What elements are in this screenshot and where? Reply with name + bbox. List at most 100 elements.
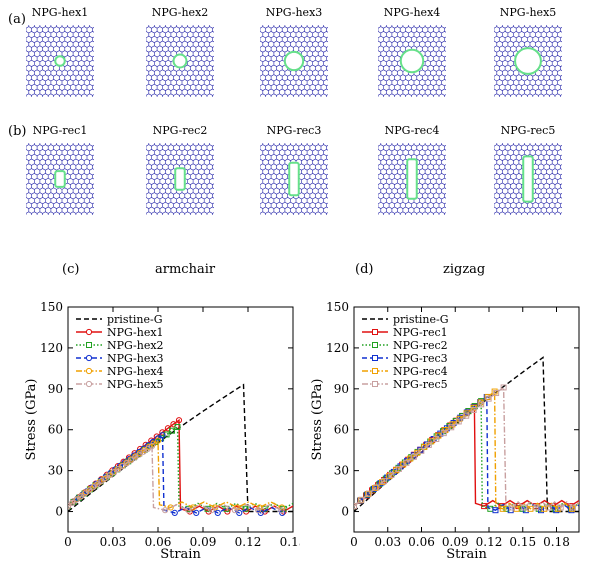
legend-marker xyxy=(85,354,93,362)
data-point-NPG-hex5 xyxy=(115,466,122,473)
data-point-NPG-rec4 xyxy=(379,479,386,486)
x-axis-label: Strain xyxy=(446,547,487,562)
data-point-NPG-hex5 xyxy=(144,445,151,453)
series-line-NPG-rec4 xyxy=(354,390,579,510)
data-point-NPG-hex5 xyxy=(94,481,101,488)
data-point-NPG-hex5 xyxy=(208,507,215,514)
data-point-NPG-hex5 xyxy=(185,507,192,514)
x-tick-label: 0.09 xyxy=(442,535,469,549)
rec-structure-2 xyxy=(146,143,214,215)
x-tick-label: 0 xyxy=(350,535,358,549)
data-point-NPG-hex5 xyxy=(162,507,169,514)
data-point-NPG-rec5 xyxy=(373,484,380,491)
data-point-NPG-hex5 xyxy=(73,496,80,503)
data-point-NPG-hex5 xyxy=(85,487,93,494)
plot-frame xyxy=(67,306,294,533)
x-tick-label: 0.12 xyxy=(476,535,503,549)
y-tick-label: 120 xyxy=(326,341,349,355)
data-point-NPG-rec5 xyxy=(508,504,515,511)
data-point-NPG-rec5 xyxy=(448,424,455,431)
series-line-NPG-rec2 xyxy=(354,399,579,510)
data-point-NPG-rec5 xyxy=(440,430,447,437)
data-point-NPG-rec4 xyxy=(527,505,534,512)
data-point-NPG-rec4 xyxy=(372,484,379,491)
data-point-NPG-rec5 xyxy=(358,496,365,503)
legend-marker xyxy=(85,367,93,375)
legend-label: NPG-hex3 xyxy=(107,352,164,365)
armchair-label: armchair xyxy=(155,262,216,277)
x-tick-label: 0.15 xyxy=(280,535,300,549)
data-point-NPG-rec5 xyxy=(463,412,470,419)
data-point-NPG-hex3 xyxy=(171,509,178,517)
y-tick-label: 150 xyxy=(326,300,349,314)
hex-structure-label-4: NPG-hex4 xyxy=(383,6,441,19)
hex-structure-2 xyxy=(146,25,214,97)
data-point-NPG-rec5 xyxy=(365,490,372,497)
data-point-NPG-hex3 xyxy=(159,432,166,439)
rec-structure-1 xyxy=(26,143,94,215)
x-tick-label: 0.06 xyxy=(408,535,435,549)
legend-marker xyxy=(372,329,378,335)
x-tick-label: 0 xyxy=(64,535,72,549)
data-point-NPG-rec4 xyxy=(491,388,498,395)
data-point-NPG-rec5 xyxy=(470,406,477,413)
data-point-NPG-hex3 xyxy=(193,509,200,517)
hex-structure-label-1: NPG-hex1 xyxy=(31,6,89,19)
x-axis-label: Strain xyxy=(160,547,201,562)
legend-label: NPG-hex5 xyxy=(107,378,164,391)
data-point-NPG-hex5 xyxy=(132,454,139,461)
panel-label-b: (b) xyxy=(8,124,27,139)
data-point-NPG-rec5 xyxy=(569,504,576,511)
hex-structure-label-2: NPG-hex2 xyxy=(151,6,209,19)
hex-structure-1 xyxy=(26,25,94,97)
x-tick-label: 0.03 xyxy=(374,535,401,549)
data-point-NPG-hex5 xyxy=(148,442,156,450)
data-point-NPG-rec3 xyxy=(364,491,371,498)
data-point-NPG-hex4 xyxy=(154,437,162,444)
data-point-NPG-hex2 xyxy=(163,431,170,438)
legend-label: NPG-rec3 xyxy=(393,352,448,365)
data-point-NPG-hex5 xyxy=(231,507,238,514)
y-tick-label: 0 xyxy=(341,505,349,519)
data-point-NPG-rec2 xyxy=(519,505,526,512)
y-tick-label: 0 xyxy=(55,505,63,519)
data-point-NPG-hex1 xyxy=(175,417,183,424)
y-tick-label: 60 xyxy=(334,423,349,437)
legend-marker xyxy=(86,342,92,348)
legend-marker xyxy=(372,342,378,348)
data-point-NPG-rec5 xyxy=(533,504,540,511)
y-axis-label: Stress (GPa) xyxy=(310,379,325,461)
legend-label: NPG-rec2 xyxy=(393,339,448,352)
data-point-NPG-rec4 xyxy=(541,505,548,512)
panel-label-a: (a) xyxy=(8,12,26,27)
data-point-NPG-rec5 xyxy=(485,395,492,402)
data-point-NPG-hex5 xyxy=(255,507,262,514)
panel-label-d: (d) xyxy=(355,262,374,277)
data-point-NPG-hex5 xyxy=(278,507,285,514)
data-point-NPG-rec3 xyxy=(492,507,499,514)
data-point-NPG-rec5 xyxy=(425,441,432,448)
data-point-NPG-hex3 xyxy=(214,509,221,517)
rec-structure-label-2: NPG-rec2 xyxy=(152,124,208,137)
data-point-NPG-hex2 xyxy=(242,505,249,512)
data-point-NPG-hex5 xyxy=(68,502,72,510)
legend-label: NPG-hex4 xyxy=(107,365,164,378)
x-tick-label: 0.06 xyxy=(145,535,172,549)
legend-label: NPG-rec5 xyxy=(393,378,448,391)
data-point-NPG-hex4 xyxy=(167,504,174,511)
data-point-NPG-hex5 xyxy=(127,457,135,464)
data-point-NPG-hex5 xyxy=(90,484,97,491)
y-axis-label: Stress (GPa) xyxy=(24,379,39,461)
legend-label: NPG-rec4 xyxy=(393,365,448,378)
data-point-NPG-rec5 xyxy=(455,418,462,425)
x-tick-label: 0.03 xyxy=(100,535,127,549)
data-point-NPG-rec5 xyxy=(388,472,395,479)
y-tick-label: 30 xyxy=(48,464,63,478)
data-point-NPG-rec5 xyxy=(354,503,357,510)
hex-structure-3 xyxy=(260,25,328,97)
y-tick-label: 150 xyxy=(40,300,63,314)
rec-structure-3 xyxy=(260,143,328,215)
series-line-NPG-hex1 xyxy=(68,418,293,513)
rec-structure-label-5: NPG-rec5 xyxy=(500,124,556,137)
data-point-NPG-hex5 xyxy=(123,460,130,467)
